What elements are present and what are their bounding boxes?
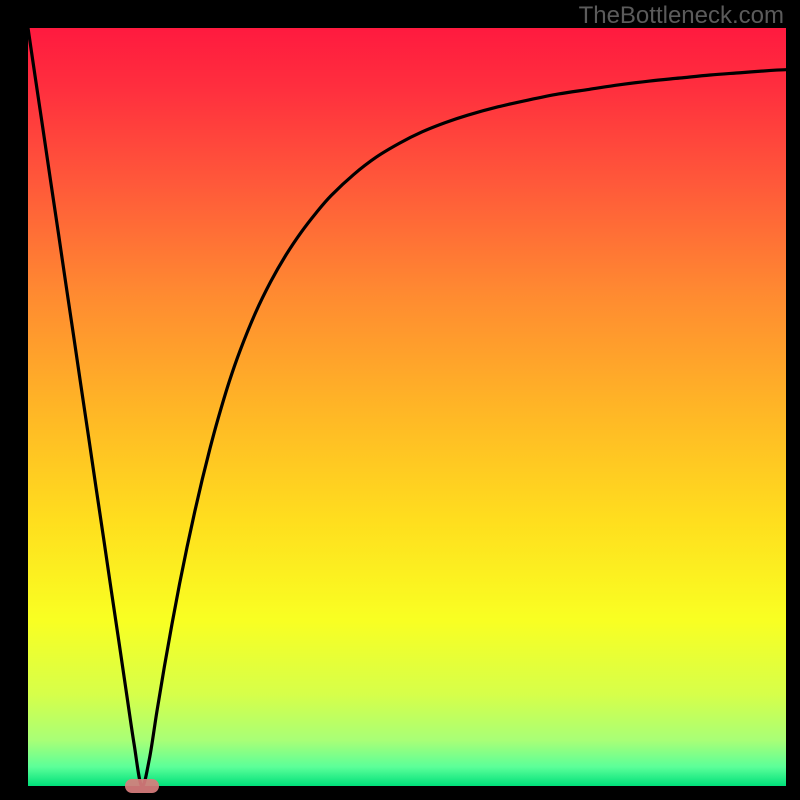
chart-container: TheBottleneck.com: [0, 0, 800, 800]
curve-layer: [0, 0, 800, 800]
bottleneck-curve: [28, 28, 786, 786]
watermark-text: TheBottleneck.com: [579, 2, 784, 30]
optimum-marker: [125, 779, 159, 793]
